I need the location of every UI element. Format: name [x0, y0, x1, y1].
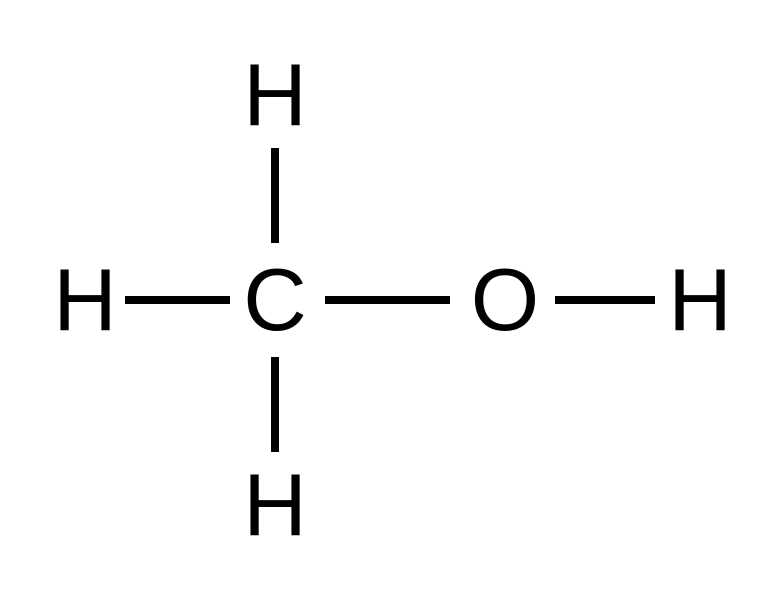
atom-h2: H — [243, 461, 307, 549]
atom-c: C — [243, 256, 307, 344]
bond — [555, 296, 655, 304]
atom-h4: H — [668, 256, 732, 344]
atom-h3: H — [53, 256, 117, 344]
atom-h1: H — [243, 51, 307, 139]
bond — [271, 357, 279, 452]
bond — [271, 148, 279, 243]
atom-o: O — [471, 256, 539, 344]
bond — [125, 296, 230, 304]
bond — [325, 296, 450, 304]
